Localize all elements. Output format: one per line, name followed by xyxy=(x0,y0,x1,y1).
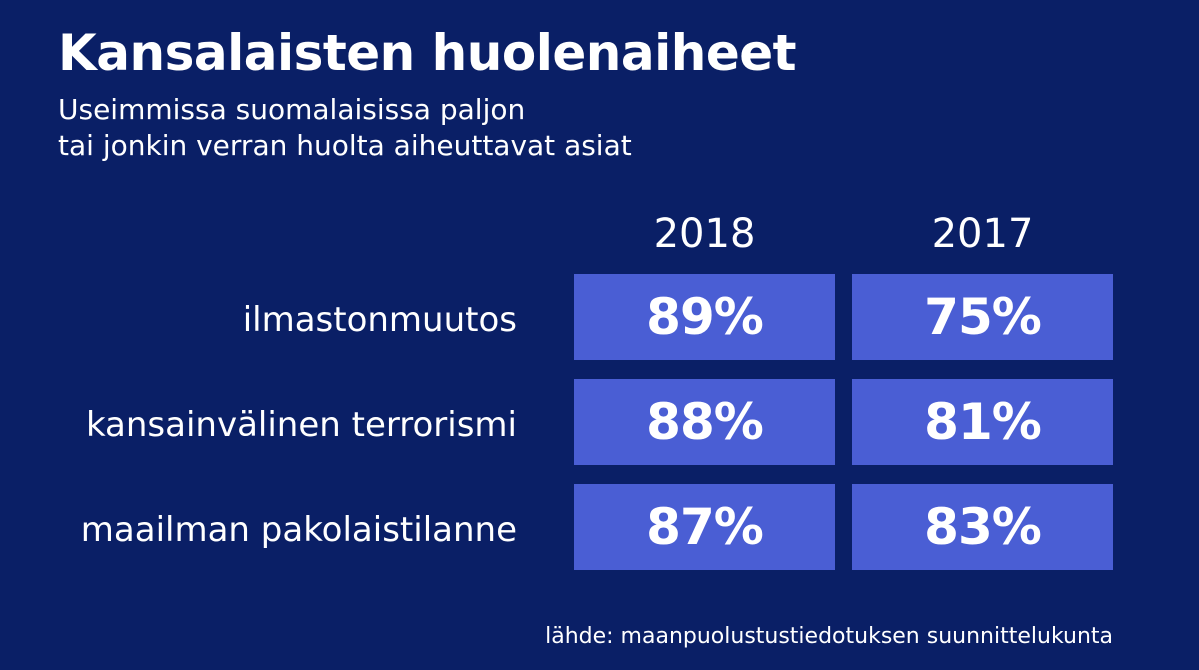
column-header-2017: 2017 xyxy=(931,211,1034,257)
value-cell-climate-change-2018: 89% xyxy=(574,274,835,360)
subtitle-line-2: tai jonkin verran huolta aiheuttavat asi… xyxy=(58,128,632,162)
value-cell-refugee-situation-2017: 83% xyxy=(852,484,1113,570)
column-header-2018: 2018 xyxy=(653,211,756,257)
row-label-international-terrorism: kansainvälinen terrorismi xyxy=(85,405,517,445)
value-cell-international-terrorism-2017: 81% xyxy=(852,379,1113,465)
value-cell-refugee-situation-2018: 87% xyxy=(574,484,835,570)
value-cell-international-terrorism-2018: 88% xyxy=(574,379,835,465)
subtitle-line-1: Useimmissa suomalaisissa paljon xyxy=(58,93,526,126)
chart-subtitle: Useimmissa suomalaisissa paljon tai jonk… xyxy=(58,92,632,163)
source-note: lähde: maanpuolustustiedotuksen suunnitt… xyxy=(545,624,1113,649)
row-label-climate-change: ilmastonmuutos xyxy=(242,300,517,340)
value-cell-climate-change-2017: 75% xyxy=(852,274,1113,360)
row-label-refugee-situation: maailman pakolaistilanne xyxy=(80,510,517,550)
chart-title: Kansalaisten huolenaiheet xyxy=(58,24,797,82)
